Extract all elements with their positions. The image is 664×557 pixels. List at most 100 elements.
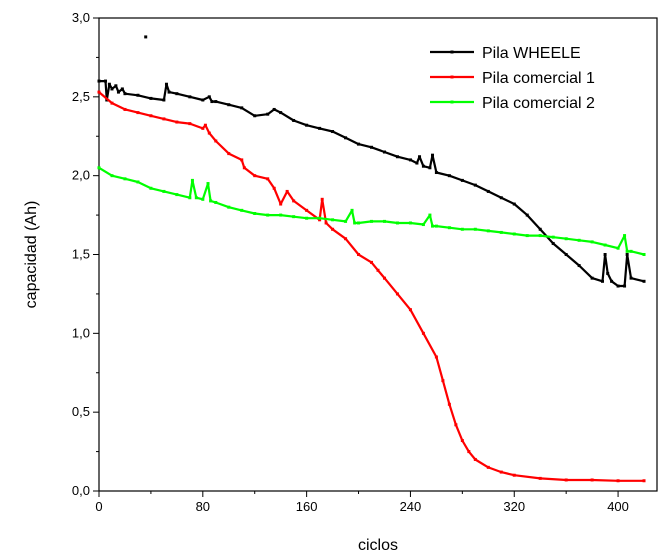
data-point — [473, 183, 477, 187]
data-point — [564, 478, 568, 482]
legend-label: Pila comercial 2 — [482, 95, 595, 112]
data-point — [188, 95, 192, 99]
data-point — [227, 152, 231, 156]
x-tick-label: 320 — [503, 499, 525, 514]
data-point — [206, 182, 210, 186]
data-point — [209, 199, 213, 203]
data-point — [382, 276, 386, 280]
data-point — [162, 189, 166, 193]
data-point — [305, 208, 309, 212]
data-point — [331, 130, 335, 134]
data-point — [486, 229, 490, 233]
data-point — [149, 186, 153, 190]
data-point — [201, 98, 205, 102]
data-point — [454, 423, 458, 427]
plot-frame — [98, 17, 658, 492]
x-tick-label: 80 — [196, 499, 210, 514]
data-point — [201, 126, 205, 130]
data-point — [603, 253, 607, 256]
data-point — [240, 158, 244, 162]
data-point — [538, 227, 542, 231]
data-point — [525, 213, 529, 217]
data-point — [344, 136, 348, 140]
y-tick-label: 0,0 — [72, 483, 90, 498]
data-point — [194, 196, 198, 200]
y-axis-title: capacidad (Ah) — [23, 201, 40, 309]
data-point — [136, 93, 140, 97]
data-point — [421, 223, 425, 227]
data-point — [408, 158, 412, 162]
data-point — [331, 218, 335, 222]
y-tick-label: 2,0 — [72, 168, 90, 183]
data-point — [642, 253, 646, 256]
data-point — [512, 473, 516, 477]
data-point — [577, 264, 581, 268]
data-point — [214, 100, 218, 104]
series-pila-comercial-2 — [97, 166, 646, 256]
data-point — [344, 237, 348, 241]
data-point — [292, 199, 296, 203]
data-point — [214, 200, 218, 204]
data-point — [625, 253, 629, 256]
data-point — [203, 123, 207, 127]
plot-border — [98, 17, 658, 492]
data-point — [408, 221, 412, 225]
data-point — [642, 279, 646, 283]
series-line-pila-comercial-2 — [98, 166, 645, 256]
data-point — [610, 279, 614, 283]
data-point — [564, 237, 568, 241]
data-point — [357, 221, 361, 225]
data-point — [110, 87, 114, 91]
x-tick-label: 400 — [607, 499, 629, 514]
data-point — [207, 95, 211, 99]
data-point — [324, 221, 328, 225]
data-point — [473, 227, 477, 231]
y-tick-label: 2,5 — [72, 89, 90, 104]
data-point — [253, 114, 257, 118]
data-point — [305, 123, 309, 127]
data-point — [110, 101, 114, 105]
data-point — [395, 221, 399, 225]
series-pila-wheele — [97, 79, 646, 288]
data-point — [149, 114, 153, 118]
data-point — [97, 79, 101, 83]
data-point — [240, 106, 244, 110]
data-point — [279, 202, 283, 206]
data-point — [207, 131, 211, 135]
data-point — [253, 212, 257, 216]
data-point — [279, 111, 283, 115]
data-point — [136, 111, 140, 115]
data-point — [551, 235, 555, 239]
data-point — [253, 174, 257, 178]
legend-label: Pila WHEELE — [482, 45, 581, 62]
x-tick-label: 240 — [400, 499, 422, 514]
data-point — [499, 196, 503, 200]
data-point — [434, 224, 438, 228]
data-point — [227, 103, 231, 107]
data-point — [167, 90, 171, 94]
data-point — [625, 249, 629, 253]
data-point — [623, 284, 627, 288]
y-tick-label: 1,0 — [72, 325, 90, 340]
data-point — [272, 107, 276, 111]
data-point — [431, 224, 435, 228]
data-point — [292, 215, 296, 219]
data-point — [214, 139, 218, 143]
data-point — [538, 234, 542, 238]
data-point — [551, 241, 555, 245]
data-point — [240, 208, 244, 212]
x-axis-title: ciclos — [358, 537, 398, 554]
data-point — [318, 216, 322, 220]
data-point — [395, 292, 399, 296]
data-point — [175, 92, 179, 96]
data-point — [623, 234, 627, 238]
data-point — [331, 227, 335, 231]
data-point — [103, 79, 107, 83]
data-point — [616, 246, 620, 250]
data-point — [162, 98, 166, 102]
data-point — [279, 213, 283, 217]
data-point — [292, 118, 296, 122]
data-point — [473, 457, 477, 461]
x-axis-ticks: 0 80 160 240 320 400 — [95, 491, 629, 514]
legend-item-pila-wheele: Pila WHEELE — [430, 45, 581, 62]
